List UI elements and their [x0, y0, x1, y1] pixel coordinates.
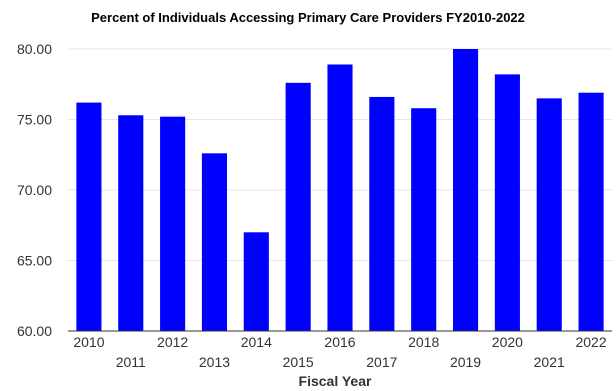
bar-2011 — [118, 115, 144, 332]
x-tick-label: 2022 — [575, 334, 606, 350]
x-axis-ticks: 2010 2011 2012 2013 2014 2015 2016 2017 2018 2019… — [73, 334, 607, 370]
x-tick-label: 2013 — [199, 354, 230, 370]
bar-2014 — [243, 232, 269, 331]
y-tick-label: 65.00 — [17, 253, 52, 269]
x-tick-label: 2015 — [283, 354, 314, 370]
bar-2010 — [76, 102, 102, 331]
x-axis-label: Fiscal Year — [299, 373, 372, 389]
x-tick-label: 2012 — [157, 334, 188, 350]
x-tick-label: 2021 — [534, 354, 565, 370]
bar-2021 — [536, 98, 562, 331]
bar-2019 — [452, 49, 479, 331]
y-axis-ticks: 60.00 65.00 70.00 75.00 80.00 — [17, 41, 52, 339]
bar-2020 — [494, 74, 520, 331]
bar-2012 — [160, 116, 186, 332]
x-tick-label: 2010 — [73, 334, 104, 350]
y-tick-label: 70.00 — [17, 182, 52, 198]
bar-2013 — [201, 153, 228, 331]
x-tick-label: 2016 — [324, 334, 355, 350]
bar-2017 — [369, 96, 395, 331]
bar-2016 — [327, 64, 353, 331]
x-tick-label: 2018 — [408, 334, 439, 350]
x-tick-label: 2020 — [492, 334, 523, 350]
x-tick-label: 2017 — [366, 354, 397, 370]
y-tick-label: 80.00 — [17, 41, 52, 57]
bars — [76, 49, 604, 332]
bar-2018 — [411, 108, 437, 331]
bar-2015 — [285, 82, 311, 331]
chart-title: Percent of Individuals Accessing Primary… — [91, 10, 525, 25]
x-tick-label: 2019 — [450, 354, 481, 370]
y-tick-label: 75.00 — [17, 112, 52, 128]
x-tick-label: 2014 — [241, 334, 272, 350]
y-tick-label: 60.00 — [17, 323, 52, 339]
bar-2022 — [578, 92, 604, 332]
x-tick-label: 2011 — [116, 354, 146, 370]
